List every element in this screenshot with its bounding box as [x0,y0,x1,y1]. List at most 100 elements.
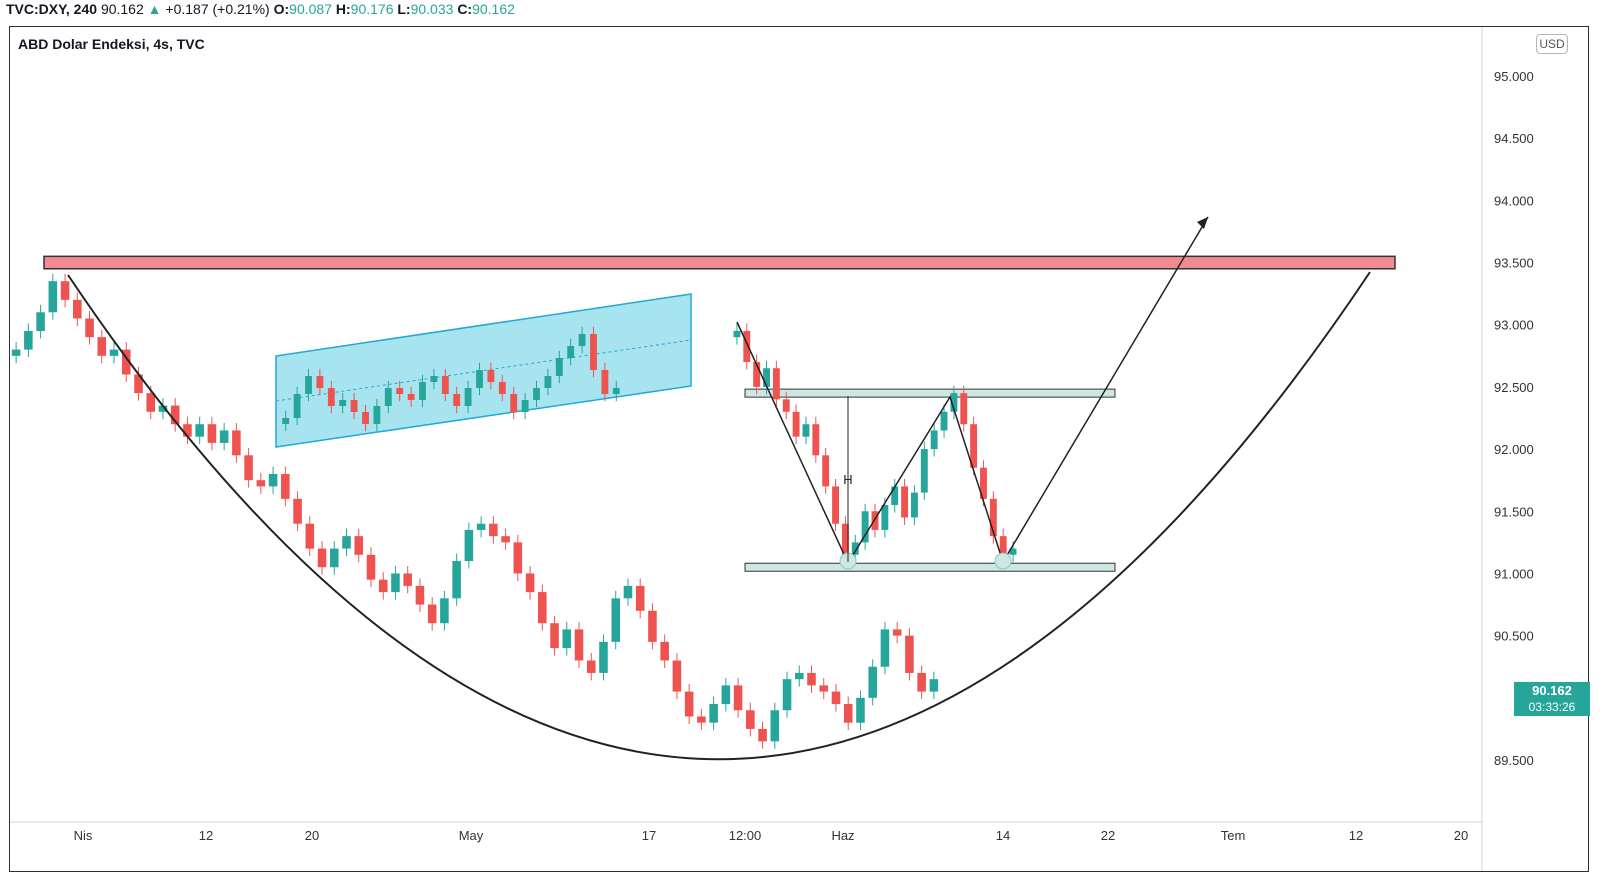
height-measure-label: H [843,472,852,487]
symbol-label[interactable]: TVC:DXY, 240 [6,1,98,17]
main-candle [782,671,792,718]
main-candle [317,541,327,575]
double-bottom-candle [891,478,899,513]
x-tick-label: 12 [1349,828,1363,843]
candle-body [476,370,483,388]
main-candle [905,628,914,681]
candle-body [910,492,918,518]
main-candle [158,398,168,420]
candle-body [268,473,278,487]
y-tick-label: 91.000 [1494,566,1534,581]
main-candle [611,590,621,650]
double-bottom-candle [802,416,810,445]
candle-body [822,455,830,487]
candle-body [586,660,596,673]
candle-body [293,394,301,418]
channel-candle [305,368,312,402]
candle-body [510,394,518,412]
candle-body [538,592,547,624]
x-tick-label: 20 [305,828,319,843]
main-candle [733,677,743,718]
y-tick-label: 89.500 [1494,753,1534,768]
high-label: H: [335,1,351,17]
candle-body [753,362,761,387]
candle-body [525,573,535,593]
candle-body [476,523,486,530]
candle-body [880,629,890,667]
double-bottom-candle [822,447,830,494]
channel-candle [487,362,495,390]
candle-body [917,672,926,692]
double-bottom-candle [940,404,948,438]
channel-candle [555,350,563,384]
main-candle [329,541,339,575]
y-tick-label: 92.500 [1494,380,1534,395]
neckline-level [744,388,1116,398]
double-bottom-candle [832,478,840,532]
candle-body [464,529,474,562]
candle-body [366,554,376,580]
channel-candle [396,380,404,402]
main-candle [24,323,33,358]
candle-body [391,573,400,593]
candle-body [980,467,987,499]
candle-body [832,486,840,524]
candle-body [452,561,461,599]
main-candle [11,342,21,364]
candle-body [599,641,608,673]
main-candle [758,721,767,749]
channel-candle [601,362,609,402]
main-candle [746,702,755,737]
candle-body [733,330,741,338]
y-tick-label: 92.000 [1494,442,1534,457]
last-price-value: 90.162 [1532,683,1572,698]
channel-candle [612,380,620,402]
main-candle [562,621,572,656]
channel-candle [350,392,358,420]
candle-body [464,388,472,406]
main-candle [207,416,217,451]
candle-body [792,411,800,437]
main-candle [73,292,82,326]
candle-body [430,376,438,382]
main-candle [427,597,437,631]
candle-body [244,455,253,481]
candles-layer [11,273,1017,749]
candle-body [843,704,853,723]
main-candle [721,677,731,712]
channel-candle [362,404,369,432]
candle-body [373,406,381,424]
main-candle [170,398,180,432]
candle-body [195,424,204,437]
double-bottom-candle [989,491,997,544]
candle-body [868,666,877,698]
main-candle [403,565,412,594]
double-bottom-candle [743,323,751,370]
main-candle [586,653,596,681]
channel-candle [430,368,438,390]
candle-body [733,685,743,711]
candle-body [635,585,645,611]
candle-body [441,376,449,394]
candle-body [97,337,107,356]
candle-body [427,604,437,624]
candle-body [293,498,302,524]
main-candle [574,621,584,668]
main-candle [831,684,841,712]
main-candle [85,311,94,345]
channel-candle [373,398,381,432]
channel-candle [384,380,392,414]
main-candle [672,653,682,700]
candle-body [590,334,597,370]
x-tick-label: 12 [199,828,213,843]
candle-body [378,579,388,593]
main-candle [232,422,241,463]
channel-candle [316,368,324,396]
currency-button[interactable]: USD [1536,34,1568,54]
main-candle [48,273,58,320]
main-candle [807,665,816,693]
low-value: 90.033 [410,1,454,17]
candle-body [316,376,324,388]
channel-candle [464,380,472,414]
